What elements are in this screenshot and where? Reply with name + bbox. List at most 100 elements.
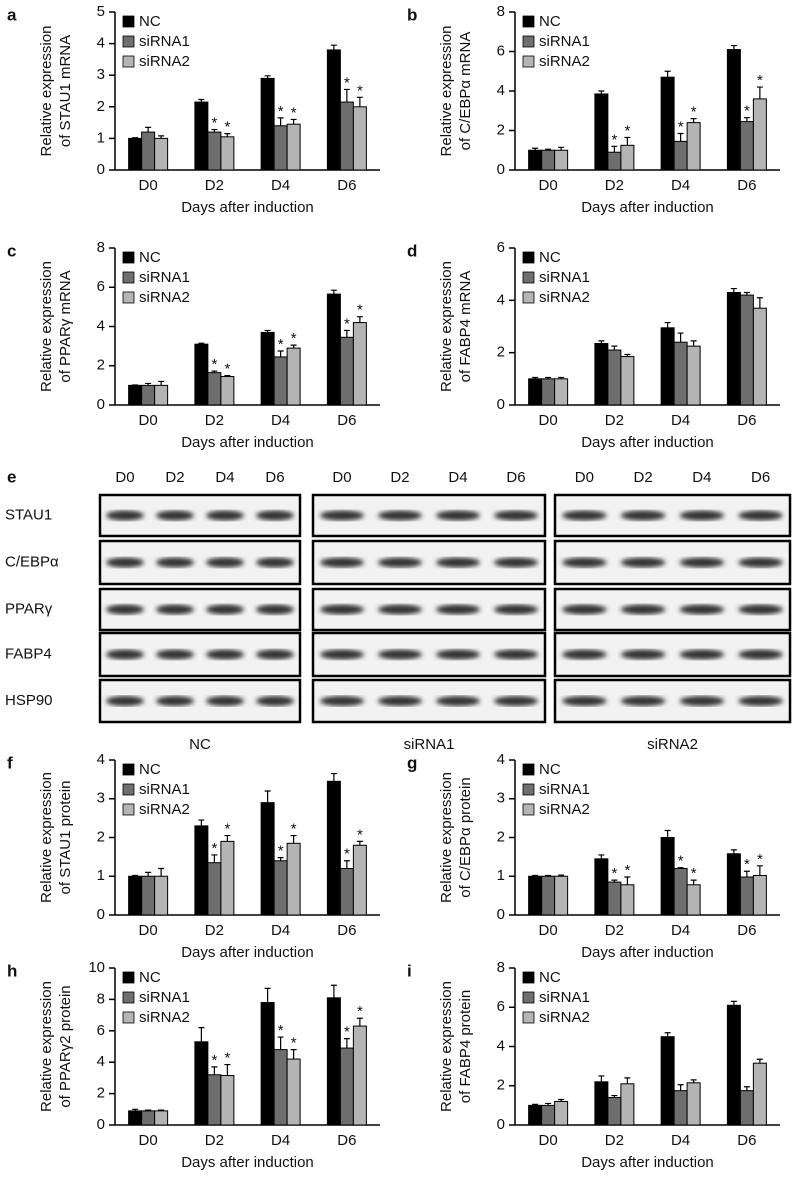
error-bar xyxy=(677,867,684,869)
error-bar xyxy=(158,380,165,386)
band xyxy=(620,696,666,706)
x-tick-label: D4 xyxy=(271,177,290,194)
significance-mark: * xyxy=(357,1003,363,1020)
y-tick-label: 0 xyxy=(497,906,505,923)
chart: b 0 2 4 6 8 Relative expression of C/EBPα mRNA D… xyxy=(407,3,780,216)
x-tick-label: D4 xyxy=(271,922,290,939)
bar xyxy=(260,1002,275,1126)
significance-mark: * xyxy=(611,865,617,882)
error-bar xyxy=(558,146,565,151)
bar xyxy=(620,1083,635,1126)
band xyxy=(377,696,423,706)
y-axis-label: of STAU1 mRNA xyxy=(57,35,74,147)
significance-mark: * xyxy=(224,1050,230,1067)
y-axis-label: Relative expression xyxy=(438,981,455,1112)
legend-label: siRNA2 xyxy=(139,1009,190,1026)
error-bar xyxy=(558,1098,565,1102)
legend-label: siRNA2 xyxy=(539,801,590,818)
bar xyxy=(326,293,341,406)
x-tick-label: D4 xyxy=(671,412,690,429)
error-bar xyxy=(756,1058,763,1064)
y-tick-label: 2 xyxy=(497,344,505,361)
error-bar xyxy=(664,1032,671,1037)
band xyxy=(435,696,481,706)
y-tick-label: 0 xyxy=(497,396,505,413)
bar xyxy=(739,876,754,916)
band xyxy=(435,510,481,521)
significance-mark: * xyxy=(624,122,630,139)
bar xyxy=(752,874,767,916)
band xyxy=(679,557,725,568)
error-bar xyxy=(532,376,539,379)
y-axis-label: of FABP4 mRNA xyxy=(457,271,474,383)
y-tick-label: 6 xyxy=(497,998,505,1015)
legend-swatch xyxy=(522,35,535,48)
band xyxy=(256,696,294,706)
error-bar xyxy=(558,376,565,379)
x-tick-label: D0 xyxy=(539,177,558,194)
error-bar xyxy=(145,871,152,877)
legend-swatch xyxy=(522,783,535,796)
y-tick-label: 10 xyxy=(88,959,105,976)
bar xyxy=(739,121,754,171)
legend-label: siRNA1 xyxy=(539,781,590,798)
protein-label: FABP4 xyxy=(5,645,52,662)
legend-swatch xyxy=(522,763,535,776)
band xyxy=(256,649,294,660)
bar xyxy=(554,149,569,171)
band xyxy=(106,510,144,521)
error-bar xyxy=(532,874,539,877)
bar xyxy=(752,307,767,406)
significance-mark: * xyxy=(624,862,630,879)
band xyxy=(377,649,423,660)
chart: i 0 2 4 6 8 Relative expression of FABP4 protei… xyxy=(407,959,780,1171)
legend-label: NC xyxy=(139,761,161,778)
error-bar xyxy=(264,790,271,803)
x-tick-label: D0 xyxy=(139,1132,158,1149)
y-tick-label: 3 xyxy=(97,790,105,807)
bar xyxy=(594,858,609,916)
chart: a 0 1 2 3 4 5 Relative expression of STAU1 mRNA D… xyxy=(7,3,380,216)
significance-mark: * xyxy=(678,118,684,135)
error-bar xyxy=(598,340,605,344)
bar xyxy=(141,384,156,406)
x-tick-label: D2 xyxy=(605,1132,624,1149)
band xyxy=(562,510,607,521)
error-bar xyxy=(624,1077,631,1084)
significance-mark: * xyxy=(691,104,697,121)
legend-label: NC xyxy=(139,13,161,30)
panel-label: h xyxy=(7,961,17,980)
bar xyxy=(128,1110,143,1126)
bar xyxy=(528,1104,543,1126)
error-bar xyxy=(290,1049,297,1060)
y-tick-label: 2 xyxy=(497,1077,505,1094)
x-axis-label: Days after induction xyxy=(581,1154,714,1171)
error-bar xyxy=(343,1038,350,1049)
significance-mark: * xyxy=(211,840,217,857)
bar xyxy=(220,840,235,916)
error-bar xyxy=(277,857,284,861)
x-tick-label: D4 xyxy=(271,1132,290,1149)
error-bar xyxy=(145,126,152,133)
x-axis-label: Days after induction xyxy=(181,1154,314,1171)
error-bar xyxy=(743,291,750,296)
protein-label: PPARγ xyxy=(5,600,53,617)
x-tick-label: D6 xyxy=(337,412,356,429)
bar xyxy=(607,881,622,916)
bar xyxy=(752,1062,767,1126)
legend-swatch xyxy=(122,271,135,284)
significance-mark: * xyxy=(278,843,284,860)
error-bar xyxy=(264,987,271,1003)
bar xyxy=(541,149,556,171)
panel-label: f xyxy=(7,753,13,772)
x-tick-label: D2 xyxy=(205,922,224,939)
bar xyxy=(286,842,301,916)
x-tick-label: D6 xyxy=(737,412,756,429)
bar xyxy=(660,1036,675,1126)
error-bar xyxy=(598,854,605,859)
band xyxy=(738,557,783,568)
legend-label: siRNA2 xyxy=(139,801,190,818)
legend-swatch xyxy=(522,971,535,984)
error-bar xyxy=(277,1036,284,1050)
error-bar xyxy=(664,829,671,838)
